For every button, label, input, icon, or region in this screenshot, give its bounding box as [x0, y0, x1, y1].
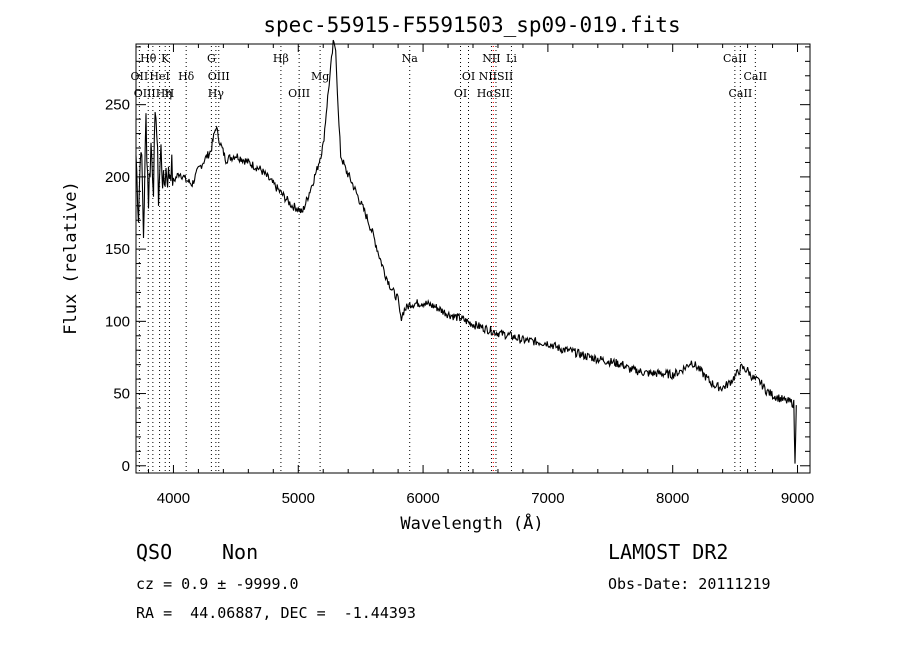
y-axis-label: Flux (relative): [61, 181, 81, 335]
line-marker-label: Mg: [311, 70, 329, 83]
y-tick-label: 50: [113, 386, 130, 403]
y-tick-label: 0: [122, 458, 130, 475]
x-tick-label: 9000: [781, 490, 814, 507]
obs-date-text: Obs-Date: 20111219: [608, 575, 771, 593]
line-marker-label: HαSII: [477, 87, 510, 100]
line-marker-label: Hβ: [273, 52, 289, 65]
x-tick-label: 8000: [656, 490, 689, 507]
line-marker-label: OII: [131, 70, 149, 83]
y-tick-label: 150: [105, 241, 130, 258]
line-marker-label: CaII: [729, 87, 753, 100]
line-marker-label: Li: [506, 52, 517, 65]
y-tick-label: 100: [105, 313, 130, 330]
object-class: QSO: [136, 540, 173, 564]
line-marker-label: Hγ: [208, 87, 225, 100]
coordinates-text: RA = 44.06887, DEC = -1.44393: [136, 604, 416, 622]
x-tick-label: 5000: [282, 490, 315, 507]
line-marker-label: K: [161, 52, 170, 65]
y-axis-ticks: 0 50 100 150 200 250: [105, 46, 810, 475]
line-marker-label: HeI: [149, 70, 169, 83]
redshift-text: cz = 0.9 ± -9999.0: [136, 575, 299, 593]
line-marker-label: NIISII: [479, 70, 514, 83]
line-marker-label: CaII: [723, 52, 747, 65]
spectrum-line: [135, 39, 797, 464]
y-tick-label: 250: [105, 97, 130, 114]
line-marker-label: Na: [402, 52, 419, 65]
line-marker-label: OIII: [288, 87, 310, 100]
line-marker-label: OIIIHη: [134, 87, 172, 100]
x-tick-label: 6000: [406, 490, 439, 507]
line-marker-label: CaII: [743, 70, 767, 83]
line-marker-label: OI: [454, 87, 467, 100]
line-marker-label: H: [165, 87, 175, 100]
x-axis-label: Wavelength (Å): [400, 512, 543, 534]
line-marker-label: OIII: [208, 70, 230, 83]
line-marker-label: NII: [482, 52, 500, 65]
x-tick-label: 7000: [531, 490, 564, 507]
line-marker-label: Hδ: [178, 70, 195, 83]
x-tick-label: 4000: [157, 490, 190, 507]
plot-frame: [135, 43, 811, 474]
line-marker-lines: [138, 46, 756, 473]
line-marker-label: G: [207, 52, 216, 65]
chart-title: spec-55915-F5591503_sp09-019.fits: [263, 13, 680, 37]
survey-label: LAMOST DR2: [608, 540, 729, 564]
line-marker-label: Hθ: [140, 52, 157, 65]
x-axis-ticks: 4000 5000 6000 7000 8000 9000: [147, 44, 814, 507]
y-tick-label: 200: [105, 169, 130, 186]
object-subclass: Non: [222, 540, 259, 564]
line-marker-label: OI: [462, 70, 475, 83]
